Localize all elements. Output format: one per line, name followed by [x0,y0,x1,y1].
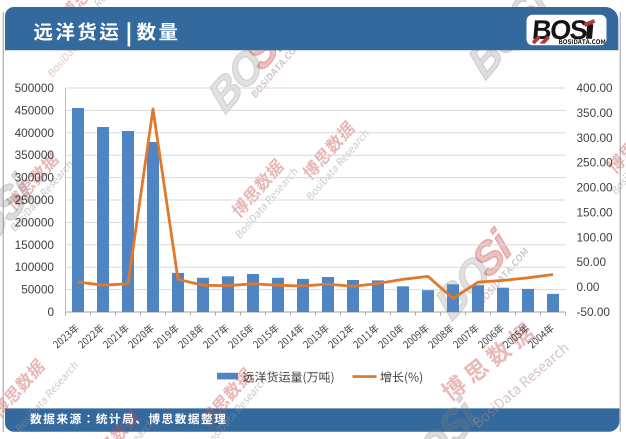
svg-text:50.00: 50.00 [577,255,607,269]
svg-text:200000: 200000 [15,215,55,229]
svg-text:150.00: 150.00 [577,205,614,219]
svg-text:50000: 50000 [21,283,54,297]
svg-text:300.00: 300.00 [577,131,614,145]
svg-text:400000: 400000 [15,126,55,140]
svg-text:500000: 500000 [15,81,55,95]
svg-text:100000: 100000 [15,260,55,274]
svg-text:300000: 300000 [15,171,55,185]
svg-text:250.00: 250.00 [577,156,614,170]
svg-text:450000: 450000 [15,103,55,117]
svg-text:100.00: 100.00 [577,230,614,244]
svg-text:0.00: 0.00 [577,280,600,294]
svg-text:350000: 350000 [15,148,55,162]
svg-text:350.00: 350.00 [577,106,614,120]
svg-text:250000: 250000 [15,193,55,207]
svg-text:400.00: 400.00 [577,81,614,95]
svg-text:200.00: 200.00 [577,181,614,195]
svg-text:150000: 150000 [15,238,55,252]
svg-text:-50.00: -50.00 [577,305,611,319]
svg-text:0: 0 [47,305,54,319]
